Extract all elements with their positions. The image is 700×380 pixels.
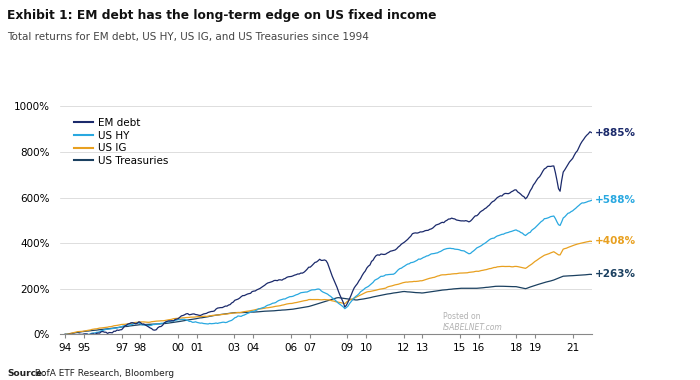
Text: Source:: Source:: [7, 369, 46, 378]
Text: +885%: +885%: [595, 128, 636, 138]
Text: ISABELNET.com: ISABELNET.com: [442, 323, 503, 332]
Text: Posted on: Posted on: [442, 312, 480, 321]
Text: +408%: +408%: [595, 236, 636, 246]
Text: Exhibit 1: EM debt has the long-term edge on US fixed income: Exhibit 1: EM debt has the long-term edg…: [7, 10, 437, 22]
Text: +263%: +263%: [595, 269, 636, 279]
Legend: EM debt, US HY, US IG, US Treasuries: EM debt, US HY, US IG, US Treasuries: [70, 114, 173, 170]
Text: +588%: +588%: [595, 195, 636, 205]
Text: BofA ETF Research, Bloomberg: BofA ETF Research, Bloomberg: [32, 369, 174, 378]
Text: Total returns for EM debt, US HY, US IG, and US Treasuries since 1994: Total returns for EM debt, US HY, US IG,…: [7, 32, 369, 42]
